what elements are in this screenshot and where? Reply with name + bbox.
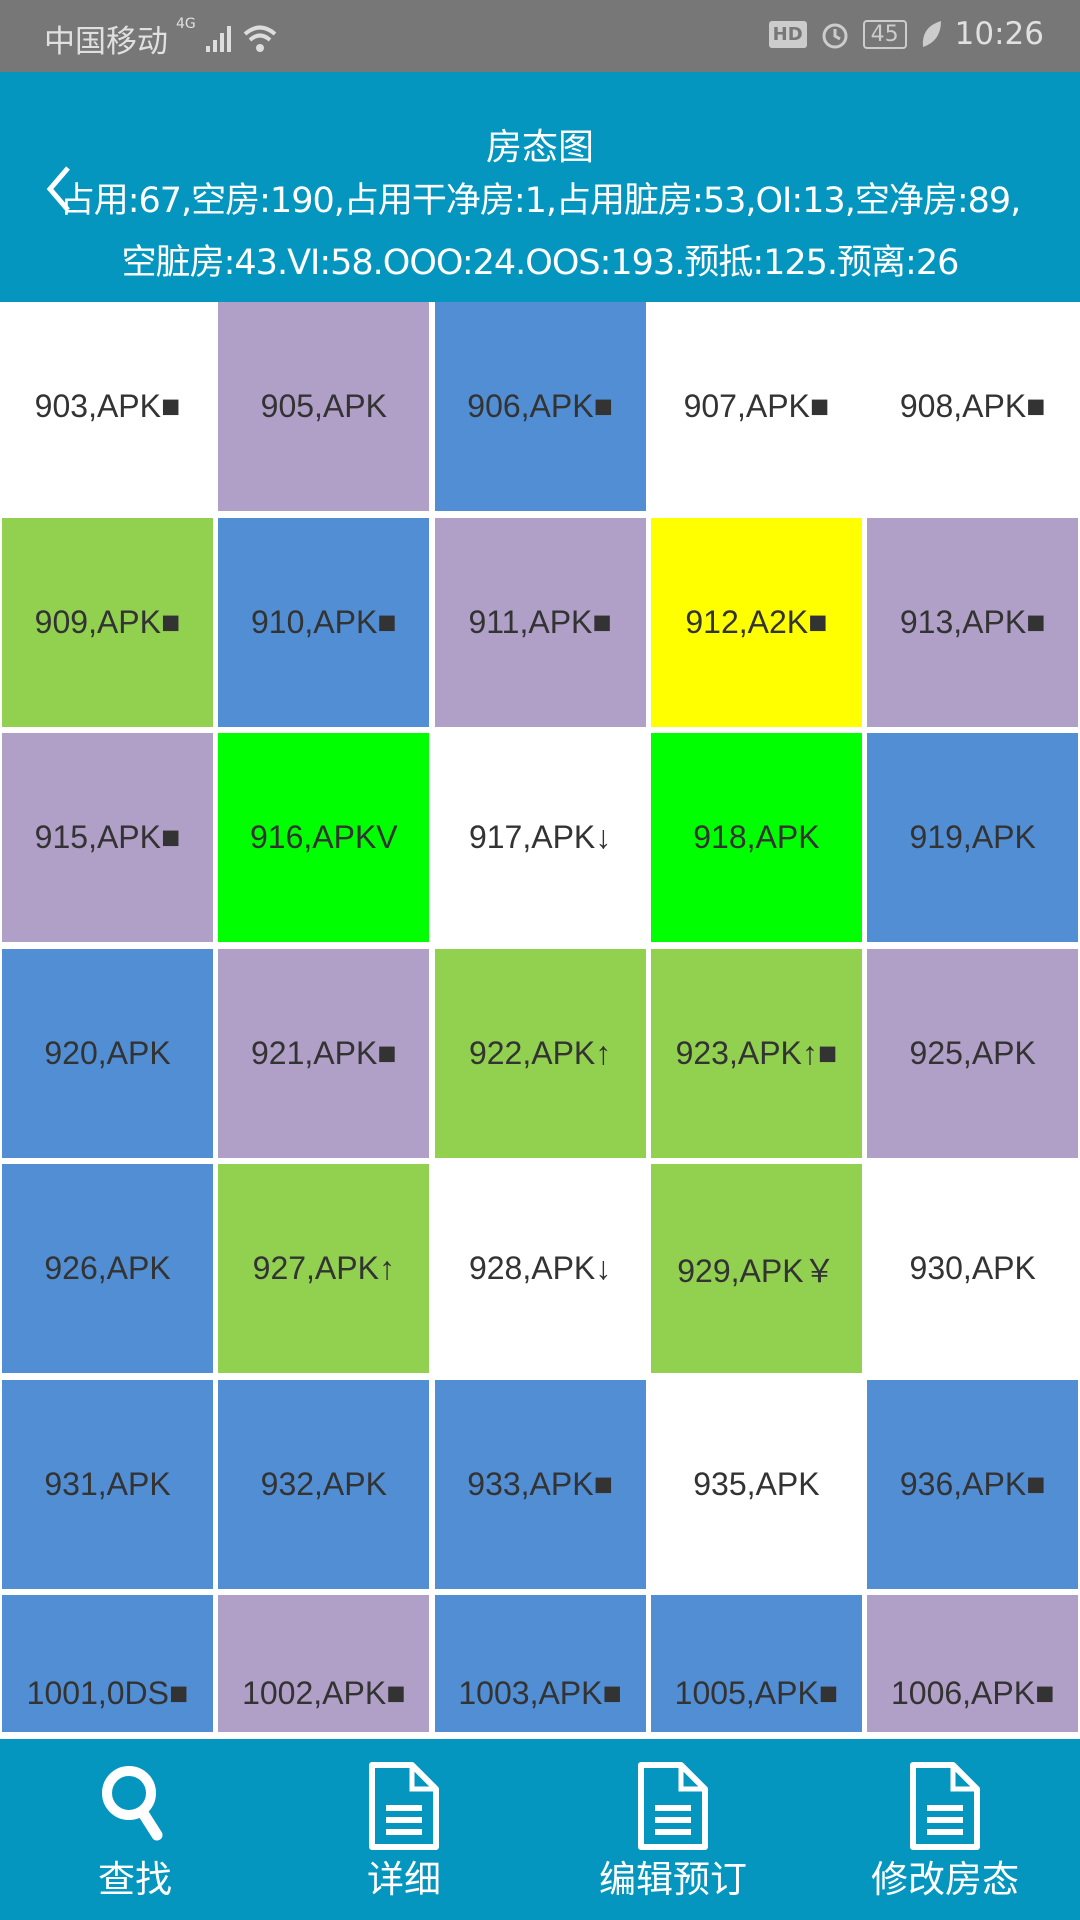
room-cell[interactable]: 911,APK■ — [434, 517, 646, 727]
room-cell[interactable]: 921,APK■ — [218, 948, 430, 1158]
bottom-toolbar: 查找 详细 编辑预订 修改房态 — [0, 1739, 1080, 1920]
tab-label: 查找 — [98, 1858, 172, 1901]
tab-label: 详细 — [367, 1858, 441, 1901]
room-label: 907,APK■ — [683, 388, 830, 424]
page-title: 房态图 — [485, 127, 594, 168]
room-cell[interactable]: 936,APK■ — [867, 1379, 1079, 1589]
leaf-icon — [922, 21, 941, 47]
room-label: 918,APK — [693, 819, 820, 855]
room-label: 1006,APK■ — [890, 1675, 1055, 1711]
tab-edit-booking[interactable]: 编辑预订 — [538, 1739, 808, 1920]
room-cell[interactable]: 909,APK■ — [2, 517, 213, 727]
room-cell[interactable]: 906,APK■ — [434, 302, 646, 511]
battery-icon: 45 — [862, 19, 907, 49]
room-label: 932,APK — [260, 1465, 387, 1502]
room-cell[interactable]: 930,APK — [867, 1164, 1079, 1373]
room-label: 1001,0DS■ — [26, 1675, 189, 1711]
room-label: 1005,APK■ — [674, 1675, 839, 1711]
room-cell[interactable]: 929,APK￥ — [650, 1164, 862, 1373]
tab-search[interactable]: 查找 — [0, 1739, 270, 1920]
room-cell[interactable]: 907,APK■ — [650, 302, 862, 511]
room-cell[interactable]: 932,APK — [218, 1379, 430, 1589]
carrier-label: 中国移动 — [44, 24, 168, 60]
room-label: 920,APK — [44, 1034, 171, 1071]
room-label: 1002,APK■ — [242, 1675, 406, 1711]
room-label: 913,APK■ — [899, 603, 1046, 640]
room-label: 921,APK■ — [250, 1034, 397, 1071]
room-label: 929,APK￥ — [677, 1252, 836, 1289]
room-cell[interactable]: 1003,APK■ — [434, 1595, 646, 1732]
room-cell[interactable]: 908,APK■ — [867, 302, 1079, 511]
room-label: 912,A2K■ — [685, 603, 828, 640]
room-cell[interactable]: 905,APK — [218, 302, 430, 511]
room-label: 925,APK — [909, 1034, 1036, 1071]
room-cell[interactable]: 919,APK — [867, 733, 1079, 942]
room-cell[interactable]: 927,APK↑ — [218, 1164, 430, 1373]
room-label: 926,APK — [44, 1250, 171, 1286]
room-cell[interactable]: 917,APK↓ — [434, 733, 646, 942]
room-label: 916,APKV — [249, 819, 398, 855]
room-label: 930,APK — [909, 1250, 1036, 1286]
room-cell[interactable]: 903,APK■ — [2, 302, 213, 511]
room-cell[interactable]: 918,APK — [650, 733, 862, 942]
room-cell[interactable]: 920,APK — [2, 948, 213, 1158]
room-label: 917,APK↓ — [468, 819, 612, 855]
room-cell[interactable]: 1002,APK■ — [218, 1595, 430, 1732]
alarm-icon — [822, 23, 848, 49]
room-label: 928,APK↓ — [468, 1250, 612, 1286]
room-label: 915,APK■ — [34, 819, 181, 855]
room-cell[interactable]: 933,APK■ — [434, 1379, 646, 1589]
summary-line-2: 空脏房:43.VI:58.OOO:24.OOS:193.预抵:125.预离:26 — [121, 243, 960, 283]
room-cell[interactable]: 928,APK↓ — [434, 1164, 646, 1373]
room-label: 909,APK■ — [34, 603, 181, 640]
room-label: 908,APK■ — [899, 388, 1046, 424]
network-type: 4G — [176, 16, 196, 32]
tab-detail[interactable]: 详细 — [269, 1739, 539, 1920]
room-cell[interactable]: 1005,APK■ — [650, 1595, 862, 1732]
room-grid: 903,APK■ 905,APK 906,APK■ 907,APK■ 908,APK■ 9… — [0, 302, 1080, 1739]
room-label: 936,APK■ — [899, 1465, 1046, 1502]
room-cell[interactable]: 912,A2K■ — [650, 517, 862, 727]
room-label: 910,APK■ — [250, 603, 397, 640]
hd-icon: HD — [768, 20, 807, 48]
room-label: 906,APK■ — [467, 388, 613, 424]
room-cell[interactable]: 1001,0DS■ — [2, 1595, 213, 1732]
room-label: 927,APK↑ — [252, 1250, 395, 1286]
room-label: 905,APK — [260, 388, 387, 424]
room-label: 931,APK — [44, 1465, 171, 1502]
room-cell[interactable]: 923,APK↑■ — [650, 948, 862, 1158]
room-label: 919,APK — [909, 819, 1036, 855]
room-label: 933,APK■ — [467, 1465, 613, 1502]
tab-label: 编辑预订 — [599, 1858, 747, 1901]
room-label: 911,APK■ — [468, 603, 612, 640]
room-cell[interactable]: 1006,APK■ — [867, 1595, 1079, 1732]
app-header: 房态图 占用:67,空房:190,占用干净房:1,占用脏房:53,OI:13,空… — [0, 72, 1080, 302]
wifi-icon — [243, 25, 277, 52]
room-label: 923,APK↑■ — [675, 1034, 838, 1071]
room-label: 935,APK — [693, 1465, 820, 1502]
clock: 10:26 — [954, 16, 1044, 52]
status-bar: 中国移动 4G HD 45 10:26 — [0, 0, 1080, 72]
room-cell[interactable]: 915,APK■ — [2, 733, 213, 942]
room-cell[interactable]: 925,APK — [867, 948, 1079, 1158]
room-label: 922,APK↑ — [468, 1034, 612, 1071]
room-cell[interactable]: 916,APKV — [218, 733, 430, 942]
summary-line-1: 占用:67,空房:190,占用干净房:1,占用脏房:53,OI:13,空净房:8… — [59, 181, 1022, 221]
room-cell[interactable]: 913,APK■ — [867, 517, 1079, 727]
room-cell[interactable]: 910,APK■ — [218, 517, 430, 727]
room-label: 1003,APK■ — [458, 1675, 622, 1711]
room-cell[interactable]: 922,APK↑ — [434, 948, 646, 1158]
signal-icon — [205, 25, 231, 52]
room-label: 903,APK■ — [34, 388, 181, 424]
room-cell[interactable]: 935,APK — [650, 1379, 862, 1589]
back-arrow-icon[interactable] — [44, 164, 74, 214]
room-cell[interactable]: 931,APK — [2, 1379, 213, 1589]
tab-modify-status[interactable]: 修改房态 — [810, 1739, 1080, 1920]
room-cell[interactable]: 926,APK — [2, 1164, 213, 1373]
tab-label: 修改房态 — [871, 1858, 1019, 1901]
